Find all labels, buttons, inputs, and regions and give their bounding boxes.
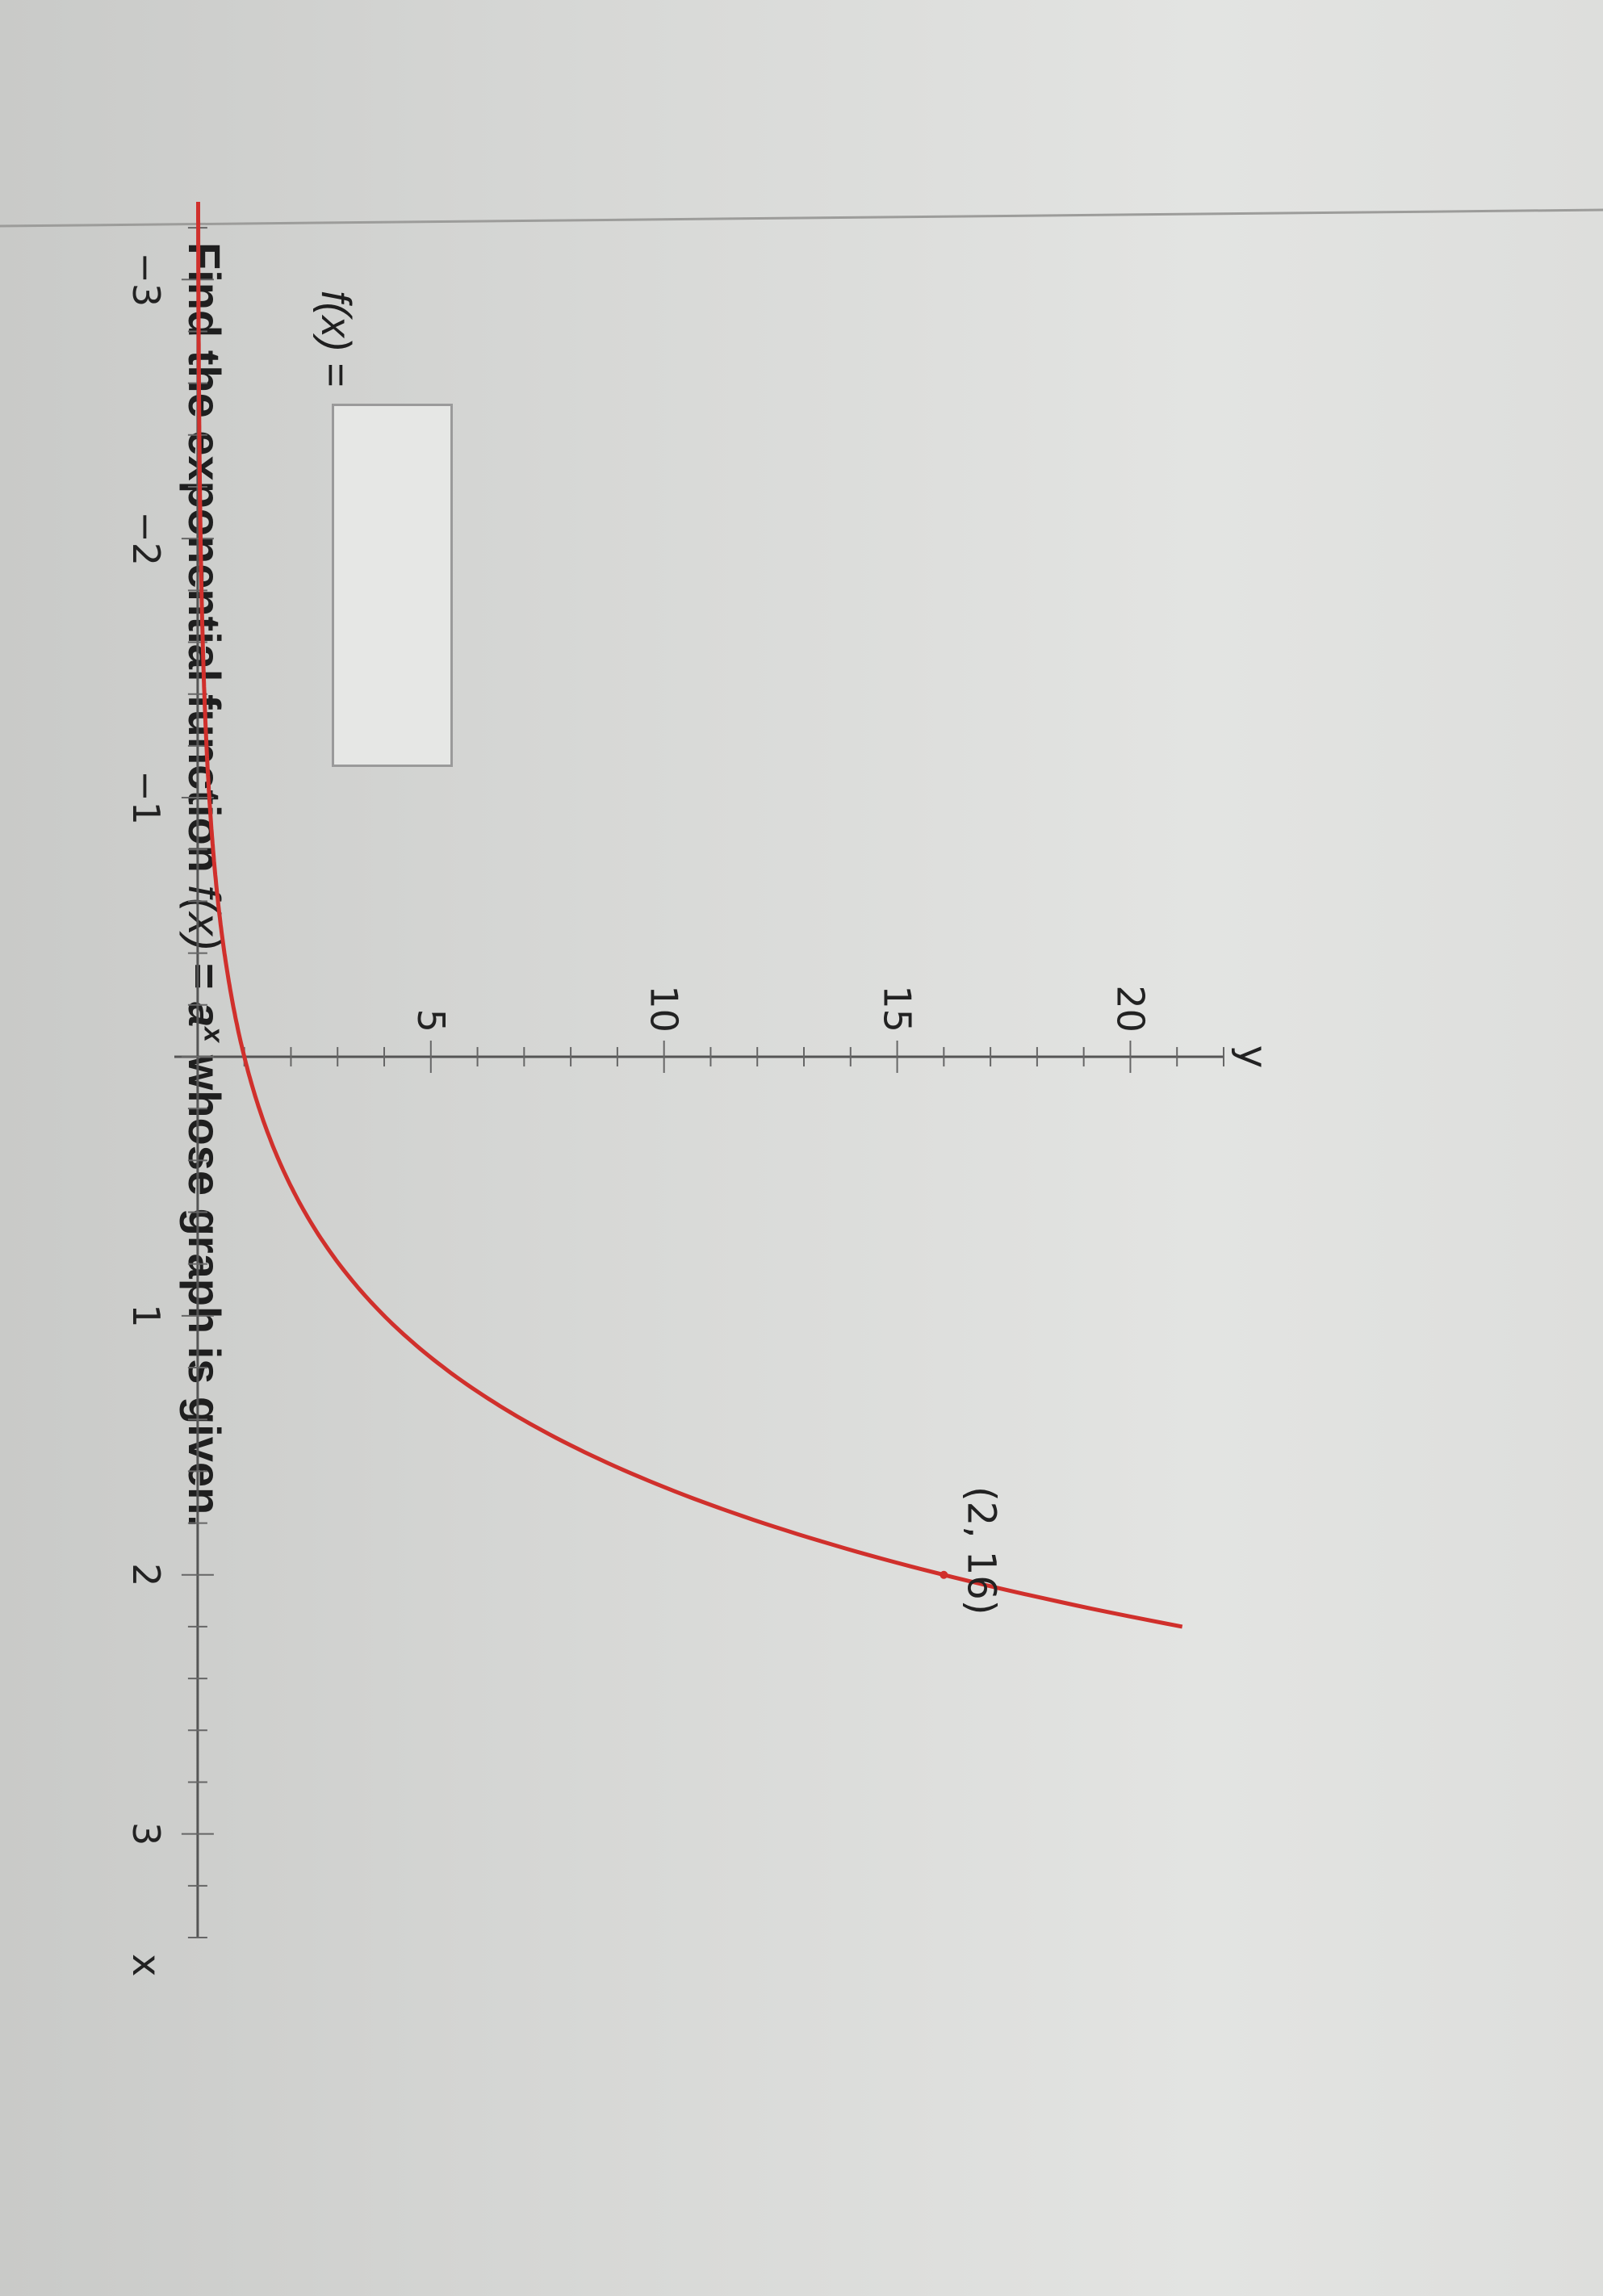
- x-tick-label: −3: [124, 252, 168, 307]
- x-tick-label: −2: [124, 511, 168, 566]
- annotation-label: (2, 16): [958, 1486, 1003, 1615]
- x-tick-label: 1: [124, 1304, 168, 1327]
- exponential-curve: [196, 202, 1183, 1629]
- x-axis-label: x: [123, 1954, 169, 1976]
- x-tick-label: 3: [124, 1822, 168, 1846]
- y-axis-label: y: [1230, 1045, 1275, 1068]
- y-tick-label: 10: [642, 985, 686, 1033]
- x-tick-label: 2: [124, 1563, 168, 1586]
- y-tick-label: 20: [1108, 985, 1152, 1033]
- y-tick-label: 5: [409, 1009, 453, 1033]
- annotation-point: [940, 1570, 948, 1579]
- x-tick-label: −1: [124, 770, 168, 825]
- y-tick-label: 15: [876, 985, 919, 1033]
